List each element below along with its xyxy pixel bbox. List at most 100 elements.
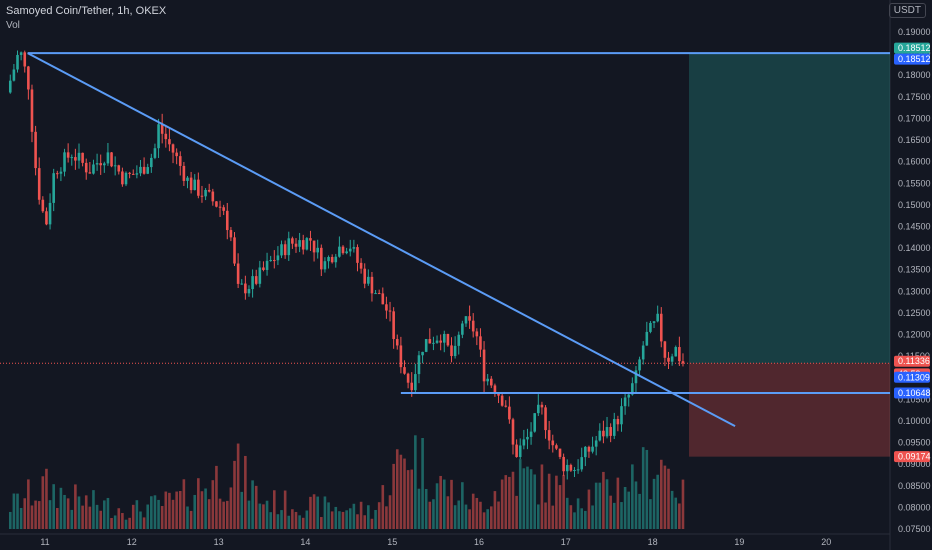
volume-bar <box>117 508 121 529</box>
candle-body <box>410 382 414 391</box>
candle-body <box>222 207 225 211</box>
price-tag <box>894 53 930 65</box>
candle-body <box>204 189 207 197</box>
candle-body <box>150 157 153 168</box>
volume-bar <box>283 490 287 529</box>
volume-bar <box>576 498 580 529</box>
candle-body <box>562 456 565 472</box>
descending-trendline <box>27 52 736 428</box>
volume-bar <box>450 479 453 529</box>
volume-bar <box>424 488 428 529</box>
volume-bar <box>110 517 113 529</box>
y-tick-label: 0.08500 <box>898 481 931 491</box>
candle-body <box>439 340 442 343</box>
candle-body <box>645 331 649 346</box>
candle-body <box>352 247 356 249</box>
volume-bar <box>63 494 66 529</box>
volume-bar <box>146 504 150 529</box>
candle-body <box>518 445 522 458</box>
candle-body <box>417 355 421 375</box>
volume-bar <box>301 517 305 529</box>
volume-bar <box>428 501 432 529</box>
volume-bar <box>34 500 37 529</box>
y-tick-label: 0.08000 <box>898 502 931 512</box>
y-tick-label: 0.16500 <box>898 135 931 145</box>
candle-body <box>19 52 23 55</box>
candle-body <box>399 345 403 368</box>
candle-body <box>77 152 81 161</box>
candle-body <box>547 430 551 441</box>
volume-bar <box>27 479 30 529</box>
candle-body <box>681 361 685 364</box>
candle-body <box>48 202 52 225</box>
volume-bar <box>164 491 168 529</box>
volume-bar <box>518 459 522 529</box>
price-tag-label: 0.11309 <box>898 372 930 382</box>
volume-bar <box>81 505 84 529</box>
volume-bar <box>240 491 244 529</box>
currency-selector[interactable]: USDT <box>888 3 926 18</box>
candle-body <box>59 171 63 174</box>
volume-bar <box>508 476 511 529</box>
candle-body <box>356 247 359 263</box>
y-tick-label: 0.09000 <box>898 459 931 469</box>
volume-bar <box>139 511 142 529</box>
candle-body <box>627 394 631 398</box>
volume-bar <box>652 478 656 529</box>
volume-bar <box>645 449 649 529</box>
volume-bar <box>500 479 504 529</box>
volume-bar <box>421 437 424 529</box>
candle-body <box>27 66 30 90</box>
volume-bar <box>95 504 99 529</box>
candle-body <box>12 69 16 81</box>
volume-bar <box>247 500 251 529</box>
candle-body <box>52 173 55 203</box>
volume-bar <box>656 474 659 529</box>
candle-body <box>229 230 233 238</box>
volume-bar <box>197 478 200 529</box>
candle-body <box>244 283 247 294</box>
candle-body <box>638 359 641 371</box>
candle-body <box>23 52 27 67</box>
volume-bar <box>479 501 482 529</box>
candle-body <box>678 347 681 362</box>
volume-bar <box>612 502 616 529</box>
candle-body <box>605 427 609 437</box>
volume-bar <box>359 501 363 529</box>
volume-bar <box>605 479 609 529</box>
candle-body <box>631 383 634 395</box>
volume-bar <box>55 507 59 529</box>
candle-body <box>453 345 457 357</box>
candle-body <box>92 164 95 174</box>
volume-bar <box>529 469 533 529</box>
volume-bar <box>215 465 218 529</box>
candle-body <box>193 179 197 191</box>
volume-bar <box>225 500 229 529</box>
volume-bar <box>515 495 518 529</box>
x-tick-label: 19 <box>734 537 744 547</box>
candle-body <box>8 80 12 93</box>
candle-body <box>486 378 489 382</box>
candle-body <box>182 165 186 181</box>
candle-body <box>272 260 276 262</box>
volume-bar <box>678 503 681 529</box>
y-tick-label: 0.12500 <box>898 308 931 318</box>
y-tick-label: 0.16000 <box>898 157 931 167</box>
volume-bar <box>254 485 258 529</box>
candle-body <box>461 323 464 335</box>
candle-body <box>298 240 301 247</box>
candle-body <box>160 124 164 134</box>
candle-body <box>207 189 211 192</box>
volume-bar <box>403 458 406 529</box>
volume-bar <box>551 505 555 529</box>
volume-bar <box>309 496 312 529</box>
candle-body <box>573 470 576 472</box>
volume-bar <box>374 509 377 529</box>
candle-body <box>526 436 529 440</box>
candle-body <box>139 166 142 174</box>
candle-body <box>649 322 652 332</box>
candle-body <box>367 276 370 284</box>
candle-body <box>276 255 280 261</box>
candle-body <box>497 393 500 396</box>
